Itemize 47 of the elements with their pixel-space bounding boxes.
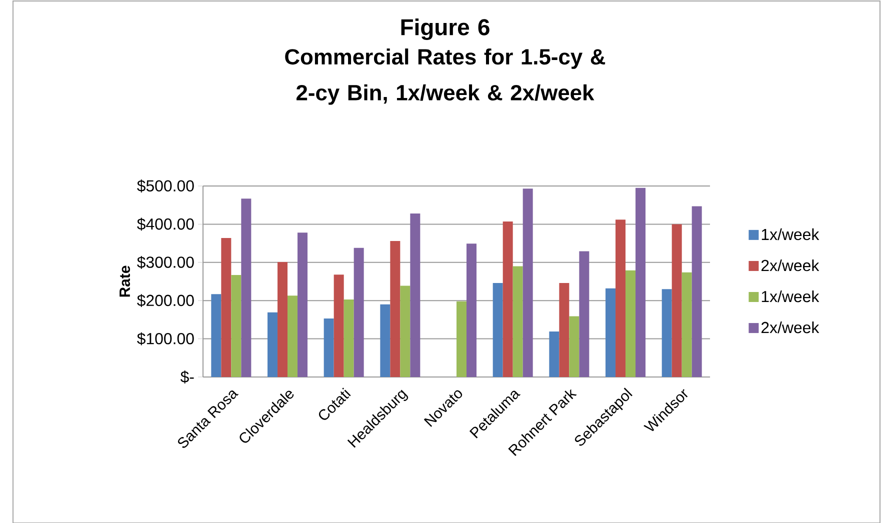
legend-label: 2x/week [761,259,820,272]
bar [682,272,692,377]
bar [410,213,420,377]
bar [400,286,410,377]
bar [616,220,626,377]
bar [662,289,672,377]
bar [231,274,242,377]
bar [512,266,523,377]
legend-label: 1x/week [762,290,820,302]
y-tick-label: $500.00 [137,180,194,192]
bar [324,318,334,377]
chart-subtitle: Commercial Rates for 1.5-cy & 2-cy Bin, 1x/week & 2x/week [285,48,606,105]
bar [380,304,390,377]
legend-label: 2x/week [761,322,820,334]
y-axis-title: Rate [120,266,130,297]
bar [502,222,513,377]
bar [456,301,467,377]
bar [211,294,222,377]
chart-title: Figure 6 [401,18,490,40]
bar [278,262,288,377]
bar [522,188,533,377]
bar [344,299,354,377]
y-tick-label: $400.00 [137,218,194,231]
bar [626,270,636,377]
bar [466,244,477,377]
bar [390,240,400,377]
bar [579,251,590,377]
y-tick-label: $300.00 [137,256,194,269]
bar [606,288,616,377]
bar [241,198,252,377]
y-tick-label: $- [180,370,194,384]
bar [559,283,570,377]
bar [692,206,702,377]
bar [298,232,308,377]
bar [549,332,560,377]
y-tick-label: $100.00 [137,332,194,346]
bar [672,224,682,377]
bar [334,274,344,377]
bar [492,283,503,377]
bar [354,248,364,377]
legend-label: 1x/week [762,228,820,240]
bar [288,296,298,377]
bar [636,188,646,377]
bar [569,316,580,377]
y-tick-label: $200.00 [137,294,194,308]
bar [268,312,278,377]
bar [221,238,232,377]
